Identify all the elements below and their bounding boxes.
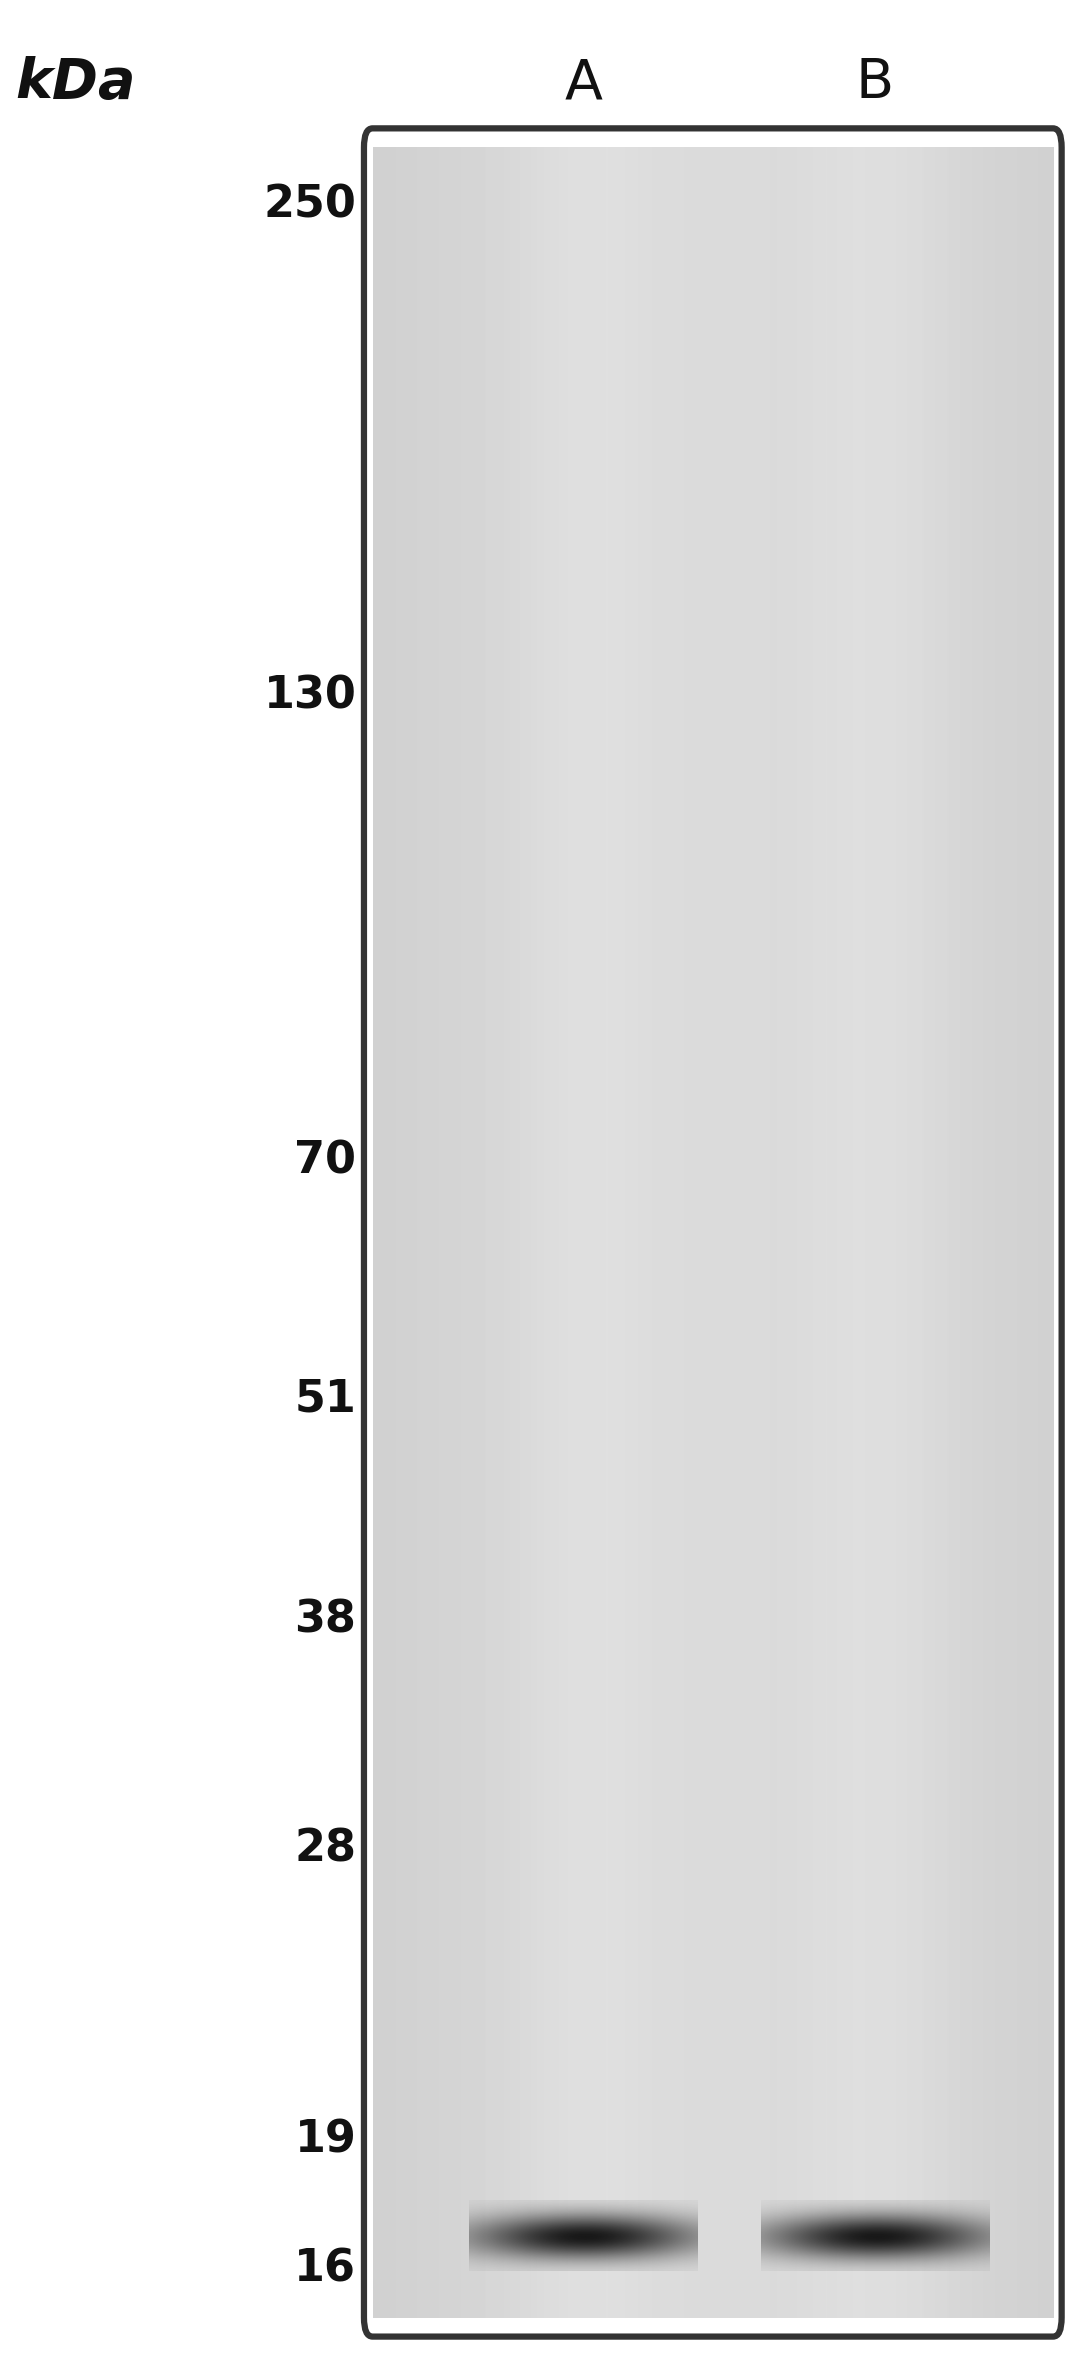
Text: 28: 28 [295, 1828, 356, 1871]
Text: 130: 130 [264, 675, 356, 718]
Text: 19: 19 [295, 2118, 356, 2161]
Text: A: A [564, 57, 603, 109]
Text: 250: 250 [264, 183, 356, 226]
Text: 38: 38 [295, 1597, 356, 1640]
Text: 16: 16 [295, 2249, 356, 2291]
Text: kDa: kDa [15, 57, 136, 109]
Text: 51: 51 [295, 1376, 356, 1419]
Text: 70: 70 [295, 1139, 356, 1181]
Text: B: B [855, 57, 894, 109]
